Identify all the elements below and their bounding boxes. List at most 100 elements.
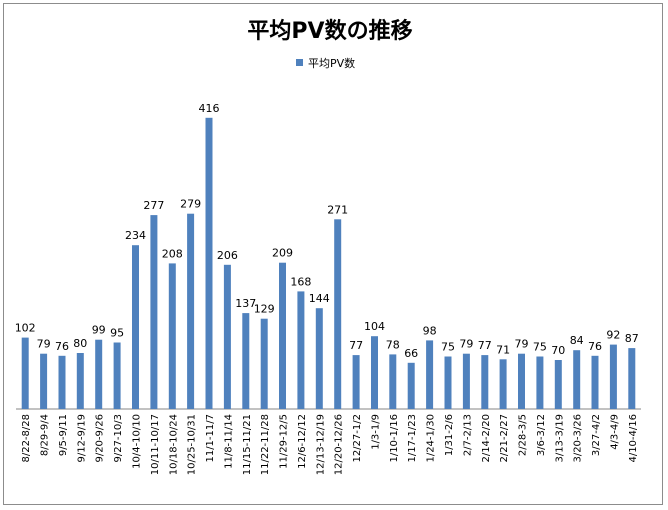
- x-tick-label-11: 11/1-11/7: [205, 414, 216, 463]
- x-tick-label-34: 4/10-4/16: [628, 414, 639, 463]
- x-tick-label-1: 8/22-8/28: [21, 414, 32, 463]
- bar-12: [223, 264, 231, 409]
- bar-19: [352, 355, 360, 409]
- data-label-21: 78: [386, 338, 400, 351]
- data-label-14: 129: [254, 303, 275, 316]
- x-tick-label-27: 2/21-2/27: [499, 414, 510, 463]
- x-tick-label-28: 2/28-3/5: [518, 414, 529, 456]
- x-tick-label-26: 2/14-2/20: [481, 414, 492, 463]
- data-label-13: 137: [235, 297, 256, 310]
- x-tick-label-2: 8/29-9/4: [40, 414, 51, 456]
- data-label-9: 208: [162, 247, 183, 260]
- bar-32: [591, 355, 599, 409]
- chart-area: 平均PV数の推移 平均PV数 102 79 76 80 99 95 234 277 208 279…: [3, 3, 663, 505]
- bar-27: [499, 359, 507, 409]
- data-label-15: 209: [272, 247, 293, 260]
- bar-16: [297, 291, 305, 409]
- bar-group: [21, 117, 636, 410]
- bar-18: [334, 219, 342, 409]
- data-label-4: 80: [73, 337, 87, 350]
- data-label-32: 76: [588, 340, 602, 353]
- bar-26: [481, 355, 489, 409]
- chart-legend: 平均PV数: [296, 57, 355, 70]
- data-label-5: 99: [92, 324, 106, 337]
- x-tick-label-7: 10/4-10/10: [132, 414, 143, 469]
- x-tick-label-32: 3/27-4/2: [591, 414, 602, 456]
- bar-33: [609, 344, 617, 409]
- bar-8: [150, 215, 158, 409]
- x-tick-label-20: 1/3-1/9: [371, 414, 382, 450]
- bar-10: [187, 213, 195, 409]
- x-tick-label-31: 3/20-3/26: [573, 414, 584, 463]
- x-tick-label-9: 10/18-10/24: [168, 414, 179, 475]
- data-label-1: 102: [15, 322, 36, 335]
- x-tick-label-17: 12/13-12/19: [315, 414, 326, 475]
- data-label-29: 75: [533, 341, 547, 354]
- legend-swatch: [296, 59, 303, 66]
- legend-label: 平均PV数: [308, 57, 355, 70]
- bar-20: [371, 336, 378, 409]
- x-tick-label-24: 1/31-2/6: [444, 414, 455, 456]
- data-label-3: 76: [55, 340, 69, 353]
- data-label-28: 79: [515, 338, 529, 351]
- x-tick-label-15: 11/29-12/5: [279, 414, 290, 469]
- bar-31: [573, 350, 581, 409]
- x-tick-label-6: 9/27-10/3: [113, 414, 124, 463]
- bar-3: [58, 355, 66, 409]
- bar-29: [536, 356, 544, 409]
- bar-6: [113, 342, 121, 409]
- x-tick-label-16: 12/6-12/12: [297, 414, 308, 469]
- data-label-27: 71: [496, 343, 510, 356]
- x-tick-label-22: 1/17-1/23: [407, 414, 418, 463]
- bar-28: [518, 353, 525, 409]
- bar-17: [315, 308, 323, 409]
- x-tick-label-12: 11/8-11/14: [223, 414, 234, 469]
- bar-30: [554, 360, 562, 409]
- bar-2: [40, 353, 48, 409]
- x-tick-label-group: 8/22-8/28 8/29-9/4 9/5-9/11 9/12-9/19 9/20-9…: [21, 414, 639, 475]
- bar-24: [444, 356, 452, 409]
- data-label-25: 79: [459, 338, 473, 351]
- x-tick-label-8: 10/11-10/17: [150, 414, 161, 475]
- data-label-10: 279: [180, 198, 201, 211]
- bar-1: [21, 337, 29, 409]
- x-tick-label-21: 1/10-1/16: [389, 414, 400, 463]
- data-label-26: 77: [478, 339, 492, 352]
- x-tick-label-19: 12/27-1/2: [352, 414, 363, 463]
- chart-title: 平均PV数の推移: [247, 18, 412, 44]
- x-tick-label-30: 3/13-3/19: [554, 414, 565, 463]
- data-label-7: 234: [125, 229, 146, 242]
- x-tick-label-4: 9/12-9/19: [76, 414, 87, 463]
- bar-14: [260, 318, 268, 409]
- data-label-2: 79: [37, 338, 51, 351]
- x-tick-label-3: 9/5-9/11: [58, 414, 69, 456]
- data-label-24: 75: [441, 341, 455, 354]
- data-label-23: 98: [423, 324, 437, 337]
- bar-9: [168, 263, 176, 409]
- data-label-8: 277: [143, 199, 164, 212]
- x-tick-label-10: 10/25-10/31: [187, 414, 198, 475]
- bar-4: [76, 353, 84, 409]
- bar-15: [279, 262, 286, 409]
- bar-23: [426, 340, 434, 409]
- data-label-34: 87: [625, 332, 639, 345]
- data-label-22: 66: [404, 347, 418, 360]
- data-label-33: 92: [606, 329, 620, 342]
- bar-22: [407, 362, 415, 409]
- data-label-12: 206: [217, 249, 238, 262]
- bar-11: [205, 117, 213, 410]
- x-tick-label-5: 9/20-9/26: [95, 414, 106, 463]
- x-tick-label-33: 4/3-4/9: [609, 414, 620, 450]
- bar-7: [132, 245, 139, 409]
- bar-5: [95, 339, 103, 409]
- bar-13: [242, 313, 250, 409]
- data-label-6: 95: [110, 327, 124, 340]
- x-tick-label-23: 1/24-1/30: [426, 414, 437, 463]
- bar-21: [389, 354, 397, 409]
- bar-25: [462, 353, 470, 409]
- data-label-19: 77: [349, 339, 363, 352]
- data-label-11: 416: [199, 102, 220, 115]
- x-tick-label-29: 3/6-3/12: [536, 414, 547, 456]
